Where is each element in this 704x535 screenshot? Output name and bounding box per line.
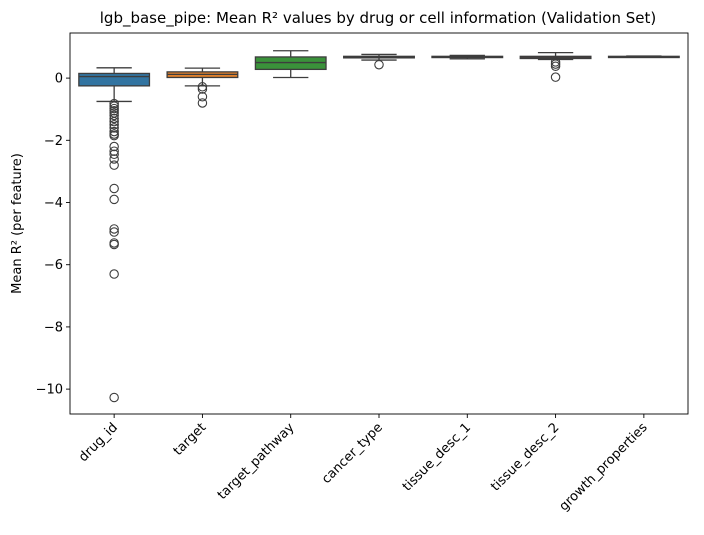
box-growth-properties (607, 55, 680, 59)
y-tick-label: −6 (44, 258, 63, 273)
outlier-point (109, 224, 119, 234)
outlier-point (109, 160, 119, 170)
box-tissue-desc-1 (431, 54, 504, 60)
box-drug-id (78, 67, 151, 403)
outlier-point (550, 72, 561, 82)
outlier-point (109, 194, 119, 205)
outlier-point (109, 149, 119, 160)
y-axis: 0 −2 −4 −6 −8 −10 (36, 72, 70, 398)
outlier-point (109, 98, 119, 109)
y-tick-label: −2 (44, 134, 63, 149)
box-iqr (78, 72, 151, 87)
x-tick-label: growth_properties (557, 420, 651, 514)
x-tick-label: target (171, 420, 210, 459)
y-tick-label: −4 (44, 196, 63, 211)
outlier-point (109, 154, 119, 164)
y-tick-label: −10 (36, 383, 63, 398)
outlier-point (109, 146, 119, 156)
outlier-point (109, 113, 119, 124)
x-tick-label: cancer_type (319, 420, 386, 487)
y-axis-label: Mean R² (per feature) (10, 153, 25, 294)
box-cancer-type (343, 53, 415, 70)
x-tick-label: target_pathway (215, 420, 298, 503)
outlier-point (109, 183, 119, 194)
chart-title: lgb_base_pipe: Mean R² values by drug or… (100, 9, 656, 28)
outlier-point (109, 120, 119, 130)
outlier-point (109, 227, 119, 237)
y-tick-label: 0 (55, 72, 63, 87)
outlier-point (109, 141, 119, 152)
x-tick-label: tissue_desc_1 (400, 420, 474, 494)
outlier-point (197, 98, 208, 108)
plot-frame (69, 32, 689, 415)
box-target (166, 67, 239, 108)
box-target-pathway (254, 50, 327, 79)
x-tick-label: tissue_desc_2 (488, 420, 562, 494)
outlier-point (109, 110, 119, 121)
outlier-point (109, 126, 119, 137)
x-axis: drug_id target target_pathway cancer_type ti… (76, 414, 651, 514)
y-tick-label: −8 (44, 320, 63, 335)
box-group (78, 50, 680, 403)
outlier-point (109, 123, 119, 133)
outlier-point (109, 101, 119, 111)
outlier-point (109, 392, 119, 403)
outlier-point (109, 239, 119, 250)
x-tick-label: drug_id (76, 420, 121, 465)
box-tissue-desc-2 (519, 51, 592, 82)
outlier-point (197, 92, 208, 102)
outlier-point (109, 269, 119, 279)
outlier-point (109, 116, 119, 127)
outlier-point (197, 84, 208, 94)
outlier-point (550, 61, 561, 72)
outlier-point (109, 130, 119, 141)
outlier-point (374, 59, 384, 70)
